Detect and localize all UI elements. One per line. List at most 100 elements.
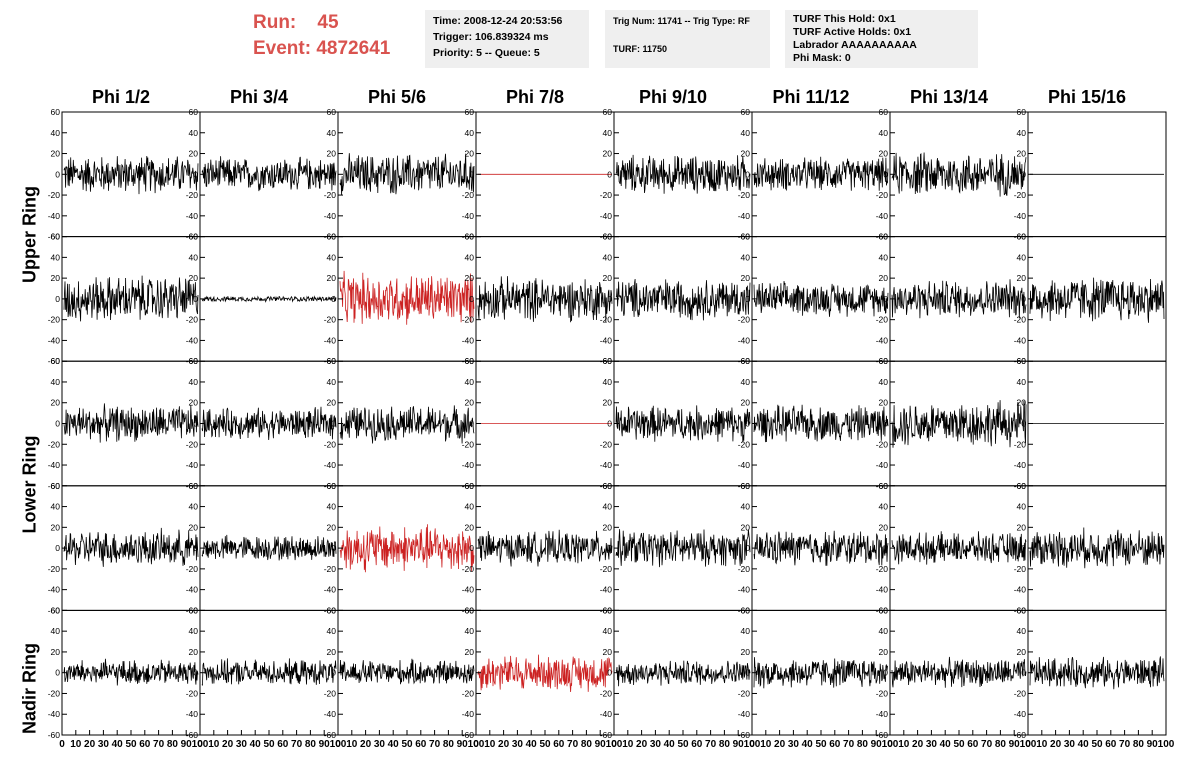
- xtick-label-c0-5: 50: [125, 739, 137, 750]
- waveform-r3c6: [891, 531, 1027, 565]
- waveform-r2c1: [201, 406, 337, 441]
- ytick-label-r3c3-1: 40: [465, 502, 475, 512]
- ytick-label-r2c3-4: -20: [462, 439, 475, 449]
- xtick-label-c4-7: 70: [705, 739, 717, 750]
- labrador-text: Labrador AAAAAAAAAA: [793, 39, 917, 51]
- ytick-label-r1c2-3: 0: [331, 294, 336, 304]
- xtick-label-c7-3: 30: [1064, 739, 1076, 750]
- phi-label-8: Phi 15/16: [1047, 87, 1127, 107]
- ytick-label-r4c2-5: -40: [324, 709, 337, 719]
- ytick-label-r2c1-5: -40: [186, 460, 199, 470]
- ytick-label-r0c4-1: 40: [603, 128, 613, 138]
- ytick-label-r4c6-1: 40: [879, 626, 889, 636]
- ytick-label-r4c2-0: 60: [327, 605, 337, 615]
- ytick-label-r3c2-2: 20: [327, 522, 337, 532]
- ytick-label-r4c5-1: 40: [741, 626, 751, 636]
- event-row: Event: 4872641: [253, 36, 390, 62]
- ytick-label-r4c6-0: 60: [879, 605, 889, 615]
- ytick-label-r2c4-1: 40: [603, 377, 613, 387]
- ytick-label-r1c7-2: 20: [1017, 273, 1027, 283]
- ytick-label-r4c5-6: -60: [738, 730, 751, 740]
- waveform-r3c5: [753, 530, 889, 566]
- ytick-label-r0c3-0: 60: [465, 107, 475, 117]
- ytick-label-r2c4-0: 60: [603, 356, 613, 366]
- trig-num-text: Trig Num: 11741 -- Trig Type: RF: [613, 16, 750, 26]
- ytick-label-r2c0-3: 0: [55, 419, 60, 429]
- ytick-label-r4c7-1: 40: [1017, 626, 1027, 636]
- ytick-label-r0c6-1: 40: [879, 128, 889, 138]
- ytick-label-r3c4-3: 0: [607, 543, 612, 553]
- xtick-label-c5-3: 30: [788, 739, 800, 750]
- ytick-label-r4c3-5: -40: [462, 709, 475, 719]
- waveform-r1c5: [753, 281, 889, 317]
- ytick-label-r1c7-4: -20: [1014, 315, 1027, 325]
- ytick-label-r1c2-5: -40: [324, 335, 337, 345]
- ytick-label-r3c7-5: -40: [1014, 585, 1027, 595]
- ytick-label-r1c5-5: -40: [738, 335, 751, 345]
- ytick-label-r1c2-2: 20: [327, 273, 337, 283]
- xtick-label-c3-10: 100: [606, 739, 623, 750]
- xtick-label-c1-3: 30: [236, 739, 248, 750]
- ytick-label-r3c7-0: 60: [1017, 481, 1027, 491]
- ytick-label-r1c1-1: 40: [189, 252, 199, 262]
- ytick-label-r1c7-1: 40: [1017, 252, 1027, 262]
- ytick-label-r4c0-1: 40: [51, 626, 61, 636]
- ytick-label-r1c1-5: -40: [186, 335, 199, 345]
- ytick-label-r4c4-4: -20: [600, 688, 613, 698]
- ytick-label-r2c2-5: -40: [324, 460, 337, 470]
- xtick-label-c7-8: 80: [1133, 739, 1145, 750]
- ytick-label-r2c2-4: -20: [324, 439, 337, 449]
- xtick-label-c6-9: 90: [1009, 739, 1021, 750]
- ytick-label-r2c0-1: 40: [51, 377, 61, 387]
- ytick-label-r1c6-2: 20: [879, 273, 889, 283]
- trig-info-box: Trig Num: 11741 -- Trig Type: RF TURF: 1…: [605, 10, 770, 68]
- ytick-label-r0c7-2: 20: [1017, 149, 1027, 159]
- xtick-label-c6-0: 0: [887, 739, 893, 750]
- xtick-label-c1-10: 100: [330, 739, 347, 750]
- ytick-label-r0c4-4: -20: [600, 190, 613, 200]
- ytick-label-r3c7-4: -20: [1014, 564, 1027, 574]
- xtick-label-c5-7: 70: [843, 739, 855, 750]
- ytick-label-r1c2-4: -20: [324, 315, 337, 325]
- xtick-label-c3-1: 10: [484, 739, 496, 750]
- trigger-text: Trigger: 106.839324 ms: [433, 31, 549, 43]
- ytick-label-r3c0-1: 40: [51, 502, 61, 512]
- time-text: Time: 2008-12-24 20:53:56: [433, 15, 563, 27]
- xtick-label-c0-0: 0: [59, 739, 65, 750]
- xtick-label-c0-8: 80: [167, 739, 179, 750]
- ytick-label-r4c1-1: 40: [189, 626, 199, 636]
- waveform-r1c6: [891, 279, 1027, 319]
- ytick-label-r1c3-3: 0: [469, 294, 474, 304]
- xtick-label-c6-5: 50: [953, 739, 965, 750]
- ytick-label-r0c6-0: 60: [879, 107, 889, 117]
- ytick-label-r0c3-2: 20: [465, 149, 475, 159]
- ytick-label-r2c5-0: 60: [741, 356, 751, 366]
- xtick-label-c4-1: 10: [622, 739, 634, 750]
- ytick-label-r0c6-3: 0: [883, 169, 888, 179]
- ytick-label-r3c2-4: -20: [324, 564, 337, 574]
- ytick-label-r3c5-1: 40: [741, 502, 751, 512]
- xtick-label-c3-8: 80: [581, 739, 593, 750]
- ytick-label-r4c5-3: 0: [745, 668, 750, 678]
- waveform-r1c7: [1029, 277, 1165, 323]
- xtick-label-c1-1: 10: [208, 739, 220, 750]
- ytick-label-r1c5-3: 0: [745, 294, 750, 304]
- xtick-label-c3-5: 50: [539, 739, 551, 750]
- ytick-label-r0c5-5: -40: [738, 211, 751, 221]
- xtick-label-c0-4: 40: [112, 739, 124, 750]
- phi-mask-text: Phi Mask: 0: [793, 52, 851, 64]
- ytick-label-r4c2-3: 0: [331, 668, 336, 678]
- xtick-label-c2-1: 10: [346, 739, 358, 750]
- xtick-label-c1-7: 70: [291, 739, 303, 750]
- ytick-label-r4c3-1: 40: [465, 626, 475, 636]
- run-value: 45: [317, 12, 339, 33]
- xtick-label-c2-3: 30: [374, 739, 386, 750]
- ytick-label-r2c6-3: 0: [883, 419, 888, 429]
- ytick-label-r0c5-0: 60: [741, 107, 751, 117]
- ytick-label-r4c5-2: 20: [741, 647, 751, 657]
- plot-frame-r0c6: [889, 111, 1029, 238]
- xtick-label-c6-6: 60: [967, 739, 979, 750]
- xtick-label-c2-9: 90: [457, 739, 469, 750]
- turf-info-box: TURF This Hold: 0x1 TURF Active Holds: 0…: [785, 10, 978, 68]
- ytick-label-r2c7-5: -40: [1014, 460, 1027, 470]
